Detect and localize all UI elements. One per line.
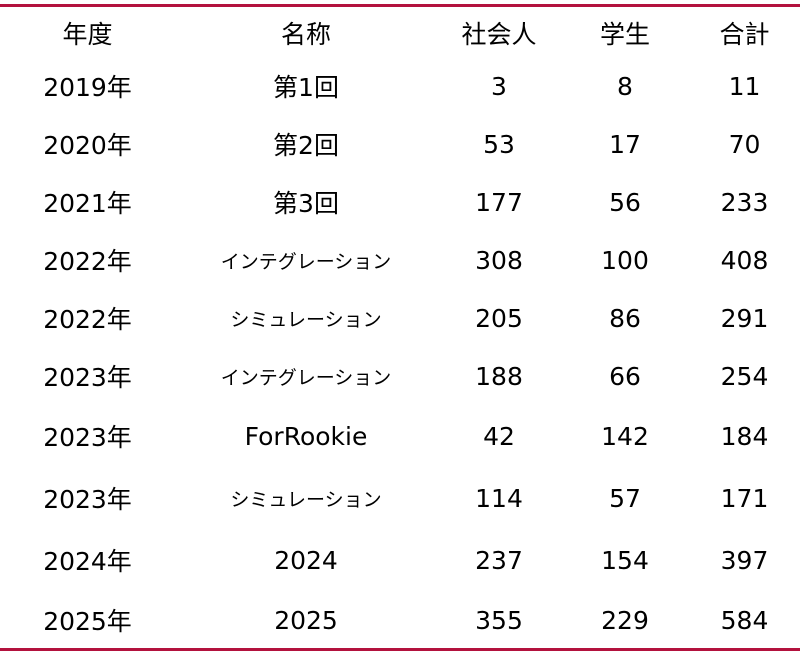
- cell-students: 8: [617, 71, 633, 101]
- cell-professionals: 114: [475, 483, 523, 513]
- cell-students: 142: [601, 421, 649, 451]
- cell-students: 56: [609, 187, 641, 217]
- cell-total: 233: [720, 187, 769, 217]
- top-rule: [0, 4, 800, 7]
- cell-professionals: 53: [483, 129, 515, 159]
- table-row: 2022年 シミュレーション 205 86 291: [0, 289, 800, 347]
- table-row: 2023年 ForRookie 42 142 184: [0, 405, 800, 467]
- header-students: 学生: [599, 20, 650, 49]
- table-row: 2023年 シミュレーション 114 57 171: [0, 467, 800, 529]
- cell-year: 2023年: [43, 423, 132, 452]
- cell-total: 397: [720, 545, 769, 575]
- cell-name: ForRookie: [244, 421, 368, 451]
- cell-students: 66: [609, 361, 641, 391]
- cell-students: 154: [601, 545, 649, 575]
- cell-year: 2025年: [43, 607, 132, 636]
- table-row: 2021年 第3回 177 56 233: [0, 173, 800, 231]
- table-row: 2023年 インテグレーション 188 66 254: [0, 347, 800, 405]
- participants-table: 年度 名称 社会人 学生 合計 2019年 第1回 3 8 11 2020年 第…: [0, 9, 800, 649]
- cell-name: 2024: [274, 545, 338, 575]
- cell-students: 17: [609, 129, 641, 159]
- cell-year: 2023年: [43, 485, 132, 514]
- cell-name: インテグレーション: [220, 250, 392, 273]
- header-total: 合計: [719, 20, 770, 49]
- cell-total: 408: [720, 245, 769, 275]
- cell-name: 第3回: [273, 189, 339, 218]
- cell-students: 100: [601, 245, 649, 275]
- cell-year: 2023年: [43, 363, 132, 392]
- table-row: 2019年 第1回 3 8 11: [0, 57, 800, 115]
- cell-professionals: 42: [483, 421, 515, 451]
- header-name: 名称: [280, 20, 331, 49]
- cell-name: インテグレーション: [220, 366, 392, 389]
- cell-total: 171: [720, 483, 769, 513]
- cell-total: 254: [720, 361, 769, 391]
- table-row: 2025年 2025 355 229 584: [0, 591, 800, 649]
- cell-name: 第1回: [273, 73, 339, 102]
- header-professionals: 社会人: [461, 20, 537, 49]
- cell-professionals: 205: [475, 303, 523, 333]
- cell-professionals: 177: [475, 187, 523, 217]
- cell-name: 2025: [274, 605, 338, 635]
- table-row: 2020年 第2回 53 17 70: [0, 115, 800, 173]
- cell-year: 2020年: [43, 131, 132, 160]
- cell-students: 86: [609, 303, 641, 333]
- cell-professionals: 188: [475, 361, 523, 391]
- cell-name: 第2回: [273, 131, 339, 160]
- cell-professionals: 355: [475, 605, 523, 635]
- cell-professionals: 3: [491, 71, 507, 101]
- cell-name: シミュレーション: [230, 488, 382, 511]
- header-year: 年度: [62, 20, 113, 49]
- header-row: 年度 名称 社会人 学生 合計: [0, 9, 800, 57]
- cell-total: 184: [720, 421, 769, 451]
- cell-year: 2022年: [43, 247, 132, 276]
- cell-professionals: 237: [475, 545, 523, 575]
- cell-total: 70: [728, 129, 761, 159]
- cell-students: 57: [609, 483, 641, 513]
- cell-name: シミュレーション: [230, 308, 382, 331]
- table-row: 2024年 2024 237 154 397: [0, 529, 800, 591]
- cell-year: 2024年: [43, 547, 132, 576]
- cell-year: 2022年: [43, 305, 132, 334]
- cell-year: 2021年: [43, 189, 132, 218]
- cell-year: 2019年: [43, 73, 132, 102]
- cell-total: 584: [720, 605, 769, 635]
- cell-professionals: 308: [475, 245, 523, 275]
- bottom-rule: [0, 648, 800, 651]
- cell-students: 229: [601, 605, 649, 635]
- table-row: 2022年 インテグレーション 308 100 408: [0, 231, 800, 289]
- cell-total: 291: [720, 303, 769, 333]
- cell-total: 11: [728, 71, 761, 101]
